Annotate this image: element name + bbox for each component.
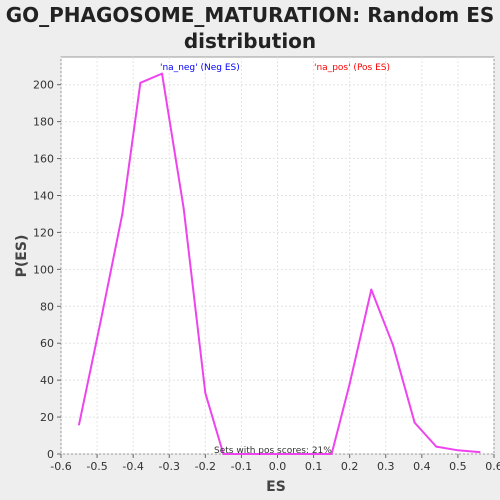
legend-neg: 'na_neg' (Neg ES) bbox=[160, 63, 240, 73]
data-point bbox=[244, 453, 247, 455]
pos-scores-annotation: Sets with pos scores: 21% bbox=[214, 446, 332, 456]
data-point bbox=[204, 392, 207, 395]
data-point bbox=[139, 81, 142, 84]
y-tick-label: 180 bbox=[33, 116, 54, 129]
x-tick-label: 0.0 bbox=[269, 460, 287, 473]
data-point bbox=[308, 453, 311, 455]
data-point bbox=[265, 453, 268, 455]
legend-pos: 'na_pos' (Pos ES) bbox=[314, 63, 390, 73]
x-axis-title: ES bbox=[266, 479, 286, 495]
x-tick-label: 0.4 bbox=[413, 460, 431, 473]
y-tick-label: 20 bbox=[40, 411, 54, 424]
data-point bbox=[330, 453, 333, 455]
series-line bbox=[78, 72, 480, 455]
x-axis: -0.6 -0.5 -0.4 -0.3 -0.2 -0.1 0.0 0.1 0.2 0.3 0.4 0… bbox=[50, 454, 500, 473]
x-tick-label: -0.5 bbox=[86, 460, 107, 473]
series-group bbox=[78, 72, 481, 455]
y-tick-label: 160 bbox=[33, 153, 54, 166]
x-tick-label: 0.2 bbox=[341, 460, 359, 473]
data-point bbox=[222, 453, 225, 455]
y-tick-label: 120 bbox=[33, 226, 54, 239]
chart-title-line-1: GO_PHAGOSOME_MATURATION: Random ES bbox=[5, 3, 495, 27]
x-tick-label: -0.3 bbox=[159, 460, 180, 473]
y-tick-label: 40 bbox=[40, 374, 54, 387]
x-tick-label: -0.2 bbox=[195, 460, 216, 473]
y-axis-title: P(ES) bbox=[14, 235, 30, 278]
data-point bbox=[435, 445, 438, 448]
data-point bbox=[413, 421, 416, 424]
data-point bbox=[78, 423, 81, 426]
y-tick-label: 140 bbox=[33, 189, 54, 202]
data-point bbox=[182, 207, 185, 210]
data-point bbox=[478, 451, 481, 454]
x-tick-label: 0.3 bbox=[377, 460, 395, 473]
data-point bbox=[161, 72, 164, 75]
data-point bbox=[99, 320, 102, 323]
data-point bbox=[121, 212, 124, 215]
x-tick-label: 0.6 bbox=[485, 460, 500, 473]
x-tick-label: 0.1 bbox=[305, 460, 323, 473]
data-point bbox=[348, 382, 351, 385]
x-tick-label: -0.1 bbox=[231, 460, 252, 473]
data-point bbox=[456, 449, 459, 452]
y-tick-label: 0 bbox=[47, 448, 54, 461]
x-tick-label: -0.4 bbox=[122, 460, 143, 473]
x-tick-label: -0.6 bbox=[50, 460, 71, 473]
data-point bbox=[370, 288, 373, 291]
y-tick-label: 60 bbox=[40, 337, 54, 350]
chart-title: GO_PHAGOSOME_MATURATION: Random ES distr… bbox=[0, 2, 500, 54]
y-axis: 0 20 40 60 80 100 120 140 160 180 200 bbox=[33, 79, 61, 461]
y-tick-label: 80 bbox=[40, 300, 54, 313]
chart-title-line-2: distribution bbox=[183, 29, 317, 53]
x-tick-label: 0.5 bbox=[449, 460, 467, 473]
data-point bbox=[287, 453, 290, 455]
data-point bbox=[391, 344, 394, 347]
plot-area bbox=[60, 56, 495, 455]
y-tick-label: 200 bbox=[33, 79, 54, 92]
y-tick-label: 100 bbox=[33, 263, 54, 276]
